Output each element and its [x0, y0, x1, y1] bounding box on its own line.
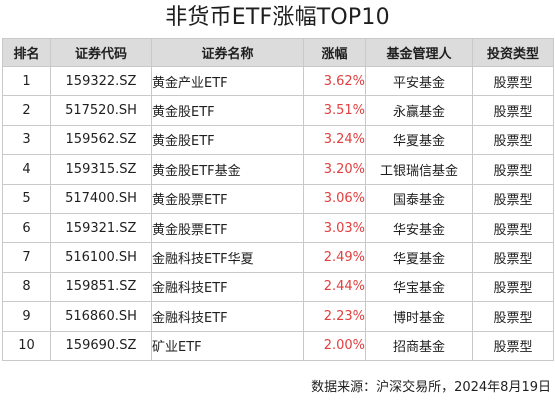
- code-cell: 159562.SZ: [50, 124, 152, 156]
- code-cell: 516860.SH: [50, 301, 152, 332]
- table-row: 3 159562.SZ 黄金股ETF 3.24% 华夏基金 股票型: [2, 124, 554, 156]
- rank-cell: 10: [2, 330, 51, 361]
- etf-ranking-table: 排名 证券代码 证券名称 涨幅 基金管理人 投资类型 1 159322.SZ 黄…: [2, 38, 554, 361]
- code-cell: 516100.SH: [50, 242, 152, 273]
- name-cell: 矿业ETF: [151, 330, 304, 361]
- manager-cell: 华夏基金: [365, 124, 473, 156]
- gain-cell: 3.24%: [303, 124, 366, 156]
- column-header-gain: 涨幅: [303, 38, 366, 67]
- manager-cell: 平安基金: [365, 65, 473, 97]
- rank-cell: 6: [2, 212, 51, 244]
- column-header-type: 投资类型: [472, 38, 554, 67]
- rank-cell: 8: [2, 271, 51, 303]
- type-cell: 股票型: [472, 301, 554, 332]
- name-cell: 黄金股ETF基金: [151, 154, 304, 185]
- table-row: 4 159315.SZ 黄金股ETF基金 3.20% 工银瑞信基金 股票型: [2, 154, 554, 185]
- code-cell: 517400.SH: [50, 183, 152, 214]
- table-row: 1 159322.SZ 黄金产业ETF 3.62% 平安基金 股票型: [2, 65, 554, 97]
- name-cell: 金融科技ETF: [151, 271, 304, 303]
- gain-cell: 3.20%: [303, 154, 366, 185]
- rank-cell: 1: [2, 65, 51, 97]
- manager-cell: 华宝基金: [365, 271, 473, 303]
- column-header-code: 证券代码: [50, 38, 152, 67]
- manager-cell: 工银瑞信基金: [365, 154, 473, 185]
- name-cell: 黄金股票ETF: [151, 212, 304, 244]
- rank-cell: 4: [2, 154, 51, 185]
- code-cell: 159690.SZ: [50, 330, 152, 361]
- gain-cell: 2.44%: [303, 271, 366, 303]
- name-cell: 黄金股ETF: [151, 124, 304, 156]
- gain-cell: 2.00%: [303, 330, 366, 361]
- type-cell: 股票型: [472, 154, 554, 185]
- manager-cell: 永赢基金: [365, 95, 473, 126]
- table-row: 8 159851.SZ 金融科技ETF 2.44% 华宝基金 股票型: [2, 271, 554, 303]
- manager-cell: 招商基金: [365, 330, 473, 361]
- table-row: 9 516860.SH 金融科技ETF 2.23% 博时基金 股票型: [2, 301, 554, 332]
- data-source-note: 数据来源：沪深交易所，2024年8月19日: [311, 380, 551, 395]
- rank-cell: 3: [2, 124, 51, 156]
- code-cell: 159321.SZ: [50, 212, 152, 244]
- table-row: 5 517400.SH 黄金股票ETF 3.06% 国泰基金 股票型: [2, 183, 554, 214]
- type-cell: 股票型: [472, 95, 554, 126]
- gain-cell: 2.23%: [303, 301, 366, 332]
- table-row: 2 517520.SH 黄金股ETF 3.51% 永赢基金 股票型: [2, 95, 554, 126]
- gain-cell: 3.62%: [303, 65, 366, 97]
- table-row: 7 516100.SH 金融科技ETF华夏 2.49% 华夏基金 股票型: [2, 242, 554, 273]
- name-cell: 黄金股票ETF: [151, 183, 304, 214]
- type-cell: 股票型: [472, 183, 554, 214]
- code-cell: 517520.SH: [50, 95, 152, 126]
- rank-cell: 9: [2, 301, 51, 332]
- type-cell: 股票型: [472, 271, 554, 303]
- type-cell: 股票型: [472, 65, 554, 97]
- type-cell: 股票型: [472, 242, 554, 273]
- code-cell: 159315.SZ: [50, 154, 152, 185]
- rank-cell: 2: [2, 95, 51, 126]
- table-row: 6 159321.SZ 黄金股票ETF 3.03% 华安基金 股票型: [2, 212, 554, 244]
- name-cell: 金融科技ETF华夏: [151, 242, 304, 273]
- gain-cell: 3.03%: [303, 212, 366, 244]
- manager-cell: 华安基金: [365, 212, 473, 244]
- gain-cell: 3.51%: [303, 95, 366, 126]
- rank-cell: 5: [2, 183, 51, 214]
- manager-cell: 博时基金: [365, 301, 473, 332]
- page-title: 非货币ETF涨幅TOP10: [165, 5, 390, 30]
- column-header-manager: 基金管理人: [365, 38, 473, 67]
- name-cell: 黄金股ETF: [151, 95, 304, 126]
- rank-cell: 7: [2, 242, 51, 273]
- table-header-row: 排名 证券代码 证券名称 涨幅 基金管理人 投资类型: [2, 38, 554, 67]
- code-cell: 159851.SZ: [50, 271, 152, 303]
- type-cell: 股票型: [472, 330, 554, 361]
- manager-cell: 国泰基金: [365, 183, 473, 214]
- gain-cell: 2.49%: [303, 242, 366, 273]
- code-cell: 159322.SZ: [50, 65, 152, 97]
- table-row: 10 159690.SZ 矿业ETF 2.00% 招商基金 股票型: [2, 330, 554, 361]
- column-header-name: 证券名称: [151, 38, 304, 67]
- gain-cell: 3.06%: [303, 183, 366, 214]
- manager-cell: 华夏基金: [365, 242, 473, 273]
- column-header-rank: 排名: [2, 38, 51, 67]
- name-cell: 金融科技ETF: [151, 301, 304, 332]
- name-cell: 黄金产业ETF: [151, 65, 304, 97]
- type-cell: 股票型: [472, 124, 554, 156]
- type-cell: 股票型: [472, 212, 554, 244]
